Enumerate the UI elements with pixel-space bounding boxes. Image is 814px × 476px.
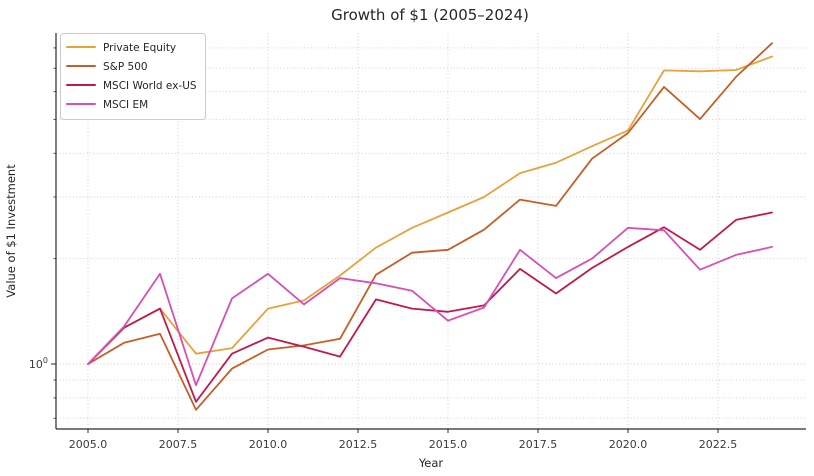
legend-label: Private Equity xyxy=(103,42,176,54)
x-tick-label: 2005.0 xyxy=(69,438,108,451)
series-line-private-equity xyxy=(87,55,773,365)
data-series-lines xyxy=(87,42,773,411)
x-tick-label: 2022.5 xyxy=(699,438,738,451)
x-tick-label: 2017.5 xyxy=(519,438,558,451)
x-tick-label: 2012.5 xyxy=(339,438,378,451)
series-line-msci-world-ex-us xyxy=(87,211,773,403)
y-tick-label: 100 xyxy=(29,356,48,371)
x-tick-label: 2010.0 xyxy=(249,438,288,451)
x-tick-label: 2020.0 xyxy=(609,438,648,451)
chart-title: Growth of $1 (2005–2024) xyxy=(331,6,529,24)
x-axis-label: Year xyxy=(418,456,444,470)
grid-lines xyxy=(56,33,806,429)
legend-label: MSCI World ex-US xyxy=(103,80,197,92)
legend-label: S&P 500 xyxy=(103,61,148,73)
x-tick-label: 2015.0 xyxy=(429,438,468,451)
axes: 2005.0 2007.5 2010.0 2012.5 2015.0 2017.5 2020… xyxy=(29,33,806,451)
legend: Private Equity S&P 500 MSCI World ex-US MSC… xyxy=(60,33,206,120)
x-tick-label: 2007.5 xyxy=(159,438,198,451)
legend-label: MSCI EM xyxy=(103,99,148,111)
series-line-s-p-500 xyxy=(87,42,773,411)
legend-box xyxy=(60,33,206,120)
y-axis-label: Value of $1 Investment xyxy=(4,164,18,298)
series-line-msci-em xyxy=(87,226,773,387)
